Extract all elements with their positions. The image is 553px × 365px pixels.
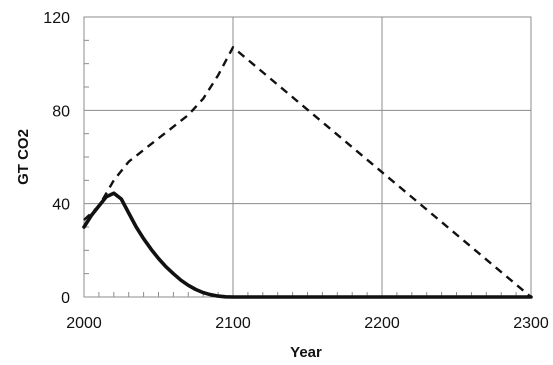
plot-area-border xyxy=(83,16,532,298)
gridlines xyxy=(84,17,531,297)
x-axis-title: Year xyxy=(290,344,322,361)
y-axis-title: GT CO2 xyxy=(15,129,32,185)
y-tick-label: 0 xyxy=(61,290,70,307)
y-tick-label: 80 xyxy=(52,103,70,120)
solid-series-line xyxy=(82,191,533,299)
x-tick-label: 2100 xyxy=(215,315,251,332)
dashed-series-line xyxy=(83,46,532,298)
x-tick-label: 2200 xyxy=(364,315,400,332)
x-tick-labels: 2000 2100 2200 2300 xyxy=(66,315,549,332)
minor-ticks xyxy=(84,39,517,297)
y-tick-labels: 0 40 80 120 xyxy=(43,10,70,307)
y-tick-label: 120 xyxy=(43,10,70,27)
x-tick-label: 2300 xyxy=(513,315,549,332)
series-group xyxy=(82,46,533,299)
y-tick-label: 40 xyxy=(52,197,70,214)
x-tick-label: 2000 xyxy=(66,315,102,332)
